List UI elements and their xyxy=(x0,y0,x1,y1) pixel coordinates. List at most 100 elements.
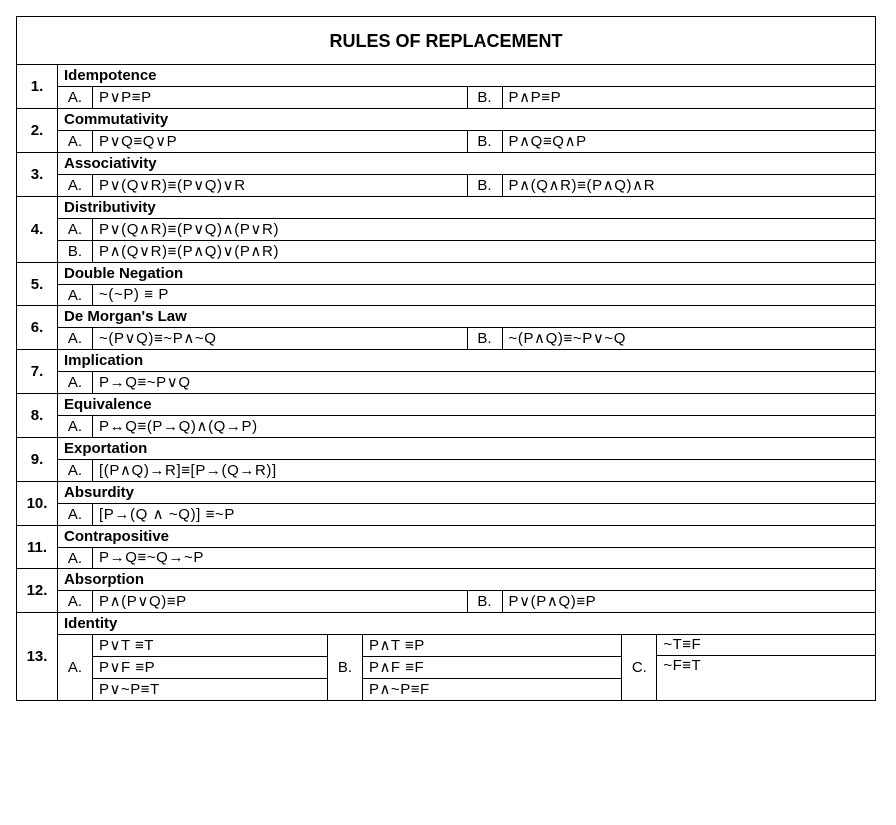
identity-column: A.P∨T ≡TP∨F ≡PP∨~P≡T xyxy=(58,635,328,700)
variant-expression: ~(P∧Q)≡~P∨~Q xyxy=(503,328,876,349)
rule-number: 9. xyxy=(17,438,58,481)
rule-number: 13. xyxy=(17,613,58,700)
variant-cell: B.P∧Q≡Q∧P xyxy=(467,131,876,152)
rule-body: AssociativityA.P∨(Q∨R)≡(P∨Q)∨RB.P∧(Q∧R)≡… xyxy=(58,153,875,196)
variant-expression: P∧(Q∨R)≡(P∧Q)∨(P∧R) xyxy=(93,241,875,262)
rule-name: Idempotence xyxy=(58,65,875,86)
identity-cell: ~T≡F xyxy=(657,635,875,655)
variant-cell: A.P∨P≡P xyxy=(58,87,467,108)
variant-cell: B.P∧(Q∧R)≡(P∧Q)∧R xyxy=(467,175,876,196)
variant-expression: P∧P≡P xyxy=(503,87,876,108)
rule-number: 6. xyxy=(17,306,58,349)
rule-body: ContrapositiveA.P→Q≡~Q→~P xyxy=(58,526,875,568)
rules-of-replacement-table: RULES OF REPLACEMENT 1.IdempotenceA.P∨P≡… xyxy=(16,16,876,701)
variant-letter: A. xyxy=(58,131,93,152)
rule-number: 7. xyxy=(17,350,58,393)
identity-cell: P∧~P≡F xyxy=(363,678,621,700)
variant-cell: A.[P→(Q ∧ ~Q)] ≡~P xyxy=(58,504,875,525)
variant-letter: B. xyxy=(468,131,503,152)
rule-name: Implication xyxy=(58,350,875,371)
rule-row: 9.ExportationA.[(P∧Q)→R]≡[P→(Q→R)] xyxy=(17,437,875,481)
variant-letter: A. xyxy=(58,416,93,437)
rule-body: IdempotenceA.P∨P≡PB.P∧P≡P xyxy=(58,65,875,108)
variant-cell: B.P∧(Q∨R)≡(P∧Q)∨(P∧R) xyxy=(58,241,875,262)
variant-expression: P→Q≡~Q→~P xyxy=(93,548,875,568)
rule-name: Absurdity xyxy=(58,482,875,503)
variant-expression: P∨P≡P xyxy=(93,87,467,108)
rule-number: 2. xyxy=(17,109,58,152)
rule-number: 3. xyxy=(17,153,58,196)
rule-name: Associativity xyxy=(58,153,875,174)
variant-expression: [P→(Q ∧ ~Q)] ≡~P xyxy=(93,504,875,525)
rule-body: IdentityA.P∨T ≡TP∨F ≡PP∨~P≡TB.P∧T ≡PP∧F … xyxy=(58,613,875,700)
variant-row: A.~(~P) ≡ P xyxy=(58,284,875,305)
rule-number: 11. xyxy=(17,526,58,568)
variant-expression: P∨(Q∧R)≡(P∨Q)∧(P∨R) xyxy=(93,219,875,240)
rule-row: 1.IdempotenceA.P∨P≡PB.P∧P≡P xyxy=(17,65,875,108)
identity-cell: P∧T ≡P xyxy=(363,635,621,656)
variant-cell: B.P∨(P∧Q)≡P xyxy=(467,591,876,612)
rule-number: 12. xyxy=(17,569,58,612)
identity-cell: P∧F ≡F xyxy=(363,656,621,678)
table-title: RULES OF REPLACEMENT xyxy=(17,17,875,65)
variant-letter: B. xyxy=(468,175,503,196)
variant-cell: A.P∨(Q∨R)≡(P∨Q)∨R xyxy=(58,175,467,196)
identity-grid: A.P∨T ≡TP∨F ≡PP∨~P≡TB.P∧T ≡PP∧F ≡FP∧~P≡F… xyxy=(58,634,875,700)
rule-name: De Morgan's Law xyxy=(58,306,875,327)
variant-row: B.P∧(Q∨R)≡(P∧Q)∨(P∧R) xyxy=(58,240,875,262)
variant-cell: B.~(P∧Q)≡~P∨~Q xyxy=(467,328,876,349)
identity-stack: ~T≡F~F≡T xyxy=(657,635,875,700)
variant-expression: P∨(Q∨R)≡(P∨Q)∨R xyxy=(93,175,467,196)
rule-body: AbsurdityA.[P→(Q ∧ ~Q)] ≡~P xyxy=(58,482,875,525)
variant-letter: A. xyxy=(58,635,93,700)
variant-letter: B. xyxy=(468,591,503,612)
rule-body: CommutativityA.P∨Q≡Q∨PB.P∧Q≡Q∧P xyxy=(58,109,875,152)
variant-row: A.P∧(P∨Q)≡PB.P∨(P∧Q)≡P xyxy=(58,590,875,612)
rule-body: ExportationA.[(P∧Q)→R]≡[P→(Q→R)] xyxy=(58,438,875,481)
variant-row: A.[P→(Q ∧ ~Q)] ≡~P xyxy=(58,503,875,525)
variant-cell: A.P↔Q≡(P→Q)∧(Q→P) xyxy=(58,416,875,437)
rule-name: Identity xyxy=(58,613,875,634)
variant-expression: P∨Q≡Q∨P xyxy=(93,131,467,152)
rule-row: 7.ImplicationA.P→Q≡~P∨Q xyxy=(17,349,875,393)
identity-column: B.P∧T ≡PP∧F ≡FP∧~P≡F xyxy=(328,635,622,700)
variant-letter: B. xyxy=(328,635,363,700)
variant-cell: A.P∧(P∨Q)≡P xyxy=(58,591,467,612)
variant-cell: A.~(P∨Q)≡~P∧~Q xyxy=(58,328,467,349)
variant-cell: A.P→Q≡~P∨Q xyxy=(58,372,875,393)
rule-row: 5.Double NegationA.~(~P) ≡ P xyxy=(17,262,875,305)
rule-row: 2.CommutativityA.P∨Q≡Q∨PB.P∧Q≡Q∧P xyxy=(17,108,875,152)
variant-letter: A. xyxy=(58,504,93,525)
rule-row: 3.AssociativityA.P∨(Q∨R)≡(P∨Q)∨RB.P∧(Q∧R… xyxy=(17,152,875,196)
variant-row: A.P∨(Q∧R)≡(P∨Q)∧(P∨R) xyxy=(58,218,875,240)
variant-row: A.P↔Q≡(P→Q)∧(Q→P) xyxy=(58,415,875,437)
variant-cell: A.~(~P) ≡ P xyxy=(58,285,875,305)
rule-body: AbsorptionA.P∧(P∨Q)≡PB.P∨(P∧Q)≡P xyxy=(58,569,875,612)
variant-letter: C. xyxy=(622,635,657,700)
rule-row: 10.AbsurdityA.[P→(Q ∧ ~Q)] ≡~P xyxy=(17,481,875,525)
variant-row: A.P∨(Q∨R)≡(P∨Q)∨RB.P∧(Q∧R)≡(P∧Q)∧R xyxy=(58,174,875,196)
identity-cell: ~F≡T xyxy=(657,655,875,676)
variant-expression: P∨(P∧Q)≡P xyxy=(503,591,876,612)
variant-letter: B. xyxy=(468,328,503,349)
rules-container: 1.IdempotenceA.P∨P≡PB.P∧P≡P2.Commutativi… xyxy=(17,65,875,700)
rule-name: Equivalence xyxy=(58,394,875,415)
rule-number: 10. xyxy=(17,482,58,525)
rule-row: 11.ContrapositiveA.P→Q≡~Q→~P xyxy=(17,525,875,568)
variant-row: A.P∨P≡PB.P∧P≡P xyxy=(58,86,875,108)
variant-expression: ~(P∨Q)≡~P∧~Q xyxy=(93,328,467,349)
rule-body: ImplicationA.P→Q≡~P∨Q xyxy=(58,350,875,393)
identity-column: C.~T≡F~F≡T xyxy=(622,635,875,700)
rule-row: 13.IdentityA.P∨T ≡TP∨F ≡PP∨~P≡TB.P∧T ≡PP… xyxy=(17,612,875,700)
rule-body: DistributivityA.P∨(Q∧R)≡(P∨Q)∧(P∨R)B.P∧(… xyxy=(58,197,875,262)
variant-letter: A. xyxy=(58,328,93,349)
variant-expression: [(P∧Q)→R]≡[P→(Q→R)] xyxy=(93,460,875,481)
rule-name: Exportation xyxy=(58,438,875,459)
variant-letter: A. xyxy=(58,548,93,568)
variant-cell: B.P∧P≡P xyxy=(467,87,876,108)
identity-stack: P∨T ≡TP∨F ≡PP∨~P≡T xyxy=(93,635,327,700)
variant-expression: P↔Q≡(P→Q)∧(Q→P) xyxy=(93,416,875,437)
rule-name: Contrapositive xyxy=(58,526,875,547)
variant-letter: A. xyxy=(58,460,93,481)
rule-number: 5. xyxy=(17,263,58,305)
